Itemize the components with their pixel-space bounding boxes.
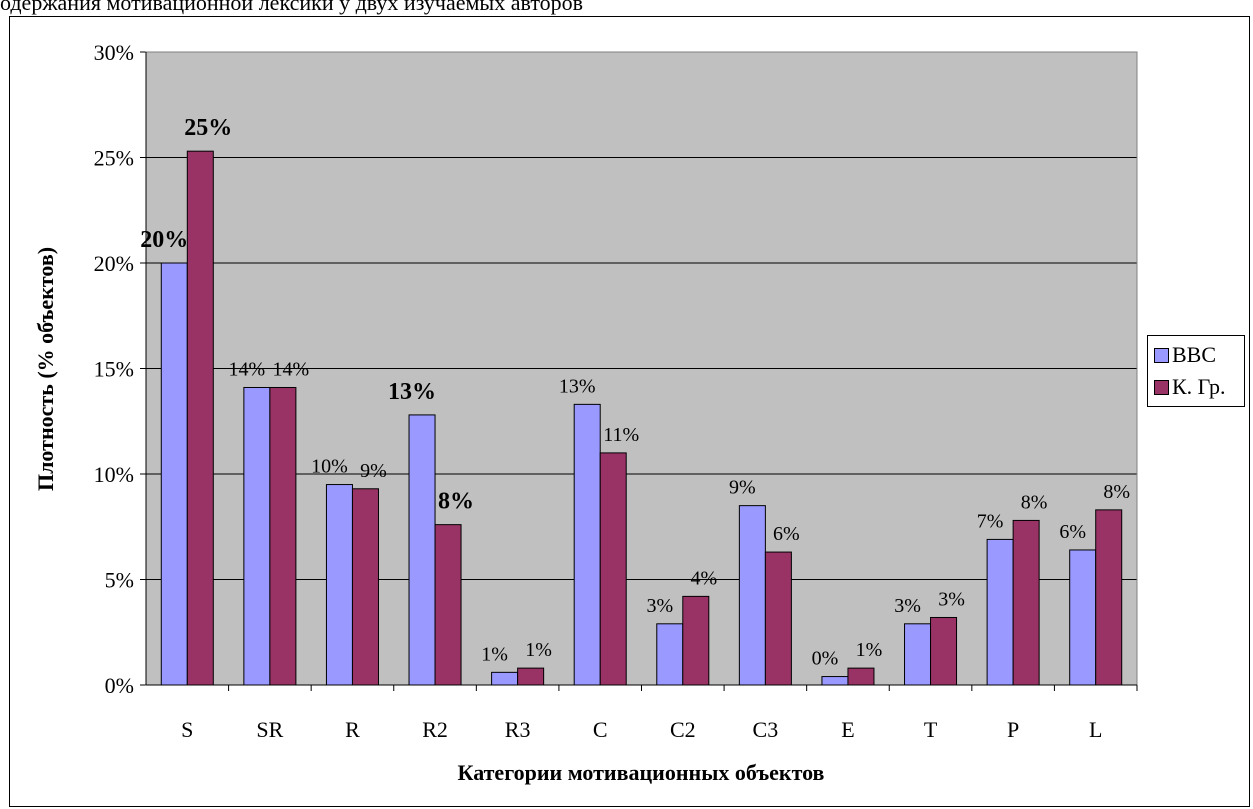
bar-bbc (325, 484, 353, 686)
legend-swatch (1154, 347, 1169, 363)
bar-bbc (904, 623, 932, 686)
bar-kgr (599, 452, 627, 686)
x-tick-label: SR (256, 717, 283, 742)
caption-text: одержания мотивационной лексики у двух и… (0, 0, 584, 15)
data-label: 14% (229, 358, 266, 380)
data-label: 6% (1059, 521, 1086, 543)
bar-bbc (986, 538, 1014, 686)
x-tick-label: E (841, 717, 854, 742)
x-axis-title: Категории мотивационных объектов (458, 760, 825, 785)
legend-item-bbc: BBC (1154, 342, 1216, 368)
x-tick-label: C2 (670, 717, 696, 742)
bar-kgr (434, 524, 462, 686)
data-label: 0% (812, 648, 839, 670)
data-label: 1% (481, 643, 508, 665)
bar-kgr (1012, 519, 1040, 686)
bar-kgr (517, 667, 545, 686)
x-tick-label: R3 (505, 717, 531, 742)
data-label: 13% (388, 379, 436, 405)
data-label: 9% (360, 460, 387, 482)
data-label: 11% (603, 424, 639, 446)
bar-kgr (1095, 509, 1123, 686)
bar-kgr (186, 150, 214, 686)
data-label: 7% (977, 510, 1004, 532)
y-tick-label: 10% (94, 462, 134, 487)
data-label: 10% (311, 456, 348, 478)
bar-kgr (764, 551, 792, 686)
x-tick-label: C (593, 717, 608, 742)
y-tick-label: 20% (94, 251, 134, 276)
bar-bbc (821, 676, 849, 686)
data-label: 8% (438, 489, 474, 515)
data-label: 3% (894, 595, 921, 617)
x-tick-label: S (181, 717, 193, 742)
data-label: 3% (646, 595, 673, 617)
bar-bbc (1069, 549, 1097, 686)
x-tick-label: C3 (753, 717, 779, 742)
legend-label: К. Гр. (1172, 374, 1226, 399)
y-axis-title: Плотность (% объектов) (33, 247, 58, 491)
data-label: 25% (184, 115, 232, 141)
legend-swatch (1154, 379, 1169, 395)
bar-kgr (847, 667, 875, 686)
bar-bbc (656, 623, 684, 686)
x-tick-label: T (924, 717, 938, 742)
legend-label: BBC (1172, 342, 1217, 367)
bar-kgr (351, 488, 379, 686)
x-tick-label: R2 (422, 717, 448, 742)
data-label: 1% (525, 639, 552, 661)
data-label: 3% (938, 588, 965, 610)
bar-kgr (682, 595, 710, 686)
data-label: 8% (1103, 481, 1130, 503)
bar-bbc (738, 505, 766, 686)
data-label: 20% (140, 227, 188, 253)
data-label: 8% (1021, 491, 1048, 513)
y-tick-label: 15% (94, 357, 134, 382)
bar-bbc (491, 671, 519, 686)
bar-bbc (243, 386, 271, 686)
x-tick-label: L (1089, 717, 1102, 742)
data-label: 4% (690, 567, 717, 589)
y-tick-label: 30% (94, 40, 134, 65)
chart-legend: BBC К. Гр. (1147, 335, 1245, 407)
data-label: 6% (773, 523, 800, 545)
bar-kgr (269, 386, 297, 686)
chart-frame (9, 16, 1250, 807)
x-tick-label: R (345, 717, 360, 742)
bar-bbc (573, 403, 601, 686)
data-label: 14% (273, 358, 310, 380)
bar-bbc (408, 414, 436, 686)
data-label: 13% (559, 375, 596, 397)
y-tick-label: 25% (94, 146, 134, 171)
data-label: 1% (856, 639, 883, 661)
data-label: 9% (729, 477, 756, 499)
bar-bbc (160, 262, 188, 686)
y-tick-label: 5% (105, 568, 134, 593)
legend-item-kgr: К. Гр. (1154, 374, 1226, 400)
bar-kgr (930, 616, 958, 686)
x-tick-label: P (1007, 717, 1019, 742)
y-tick-label: 0% (105, 673, 134, 698)
